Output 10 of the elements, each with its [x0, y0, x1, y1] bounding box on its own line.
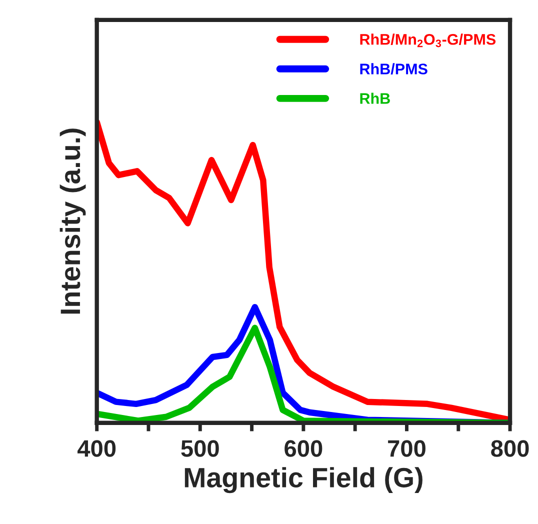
x-axis-title: Magnetic Field (G) — [184, 467, 422, 494]
x-tick-label: 500 — [181, 440, 219, 457]
y-axis-title: Intensity (a.u.) — [60, 128, 86, 314]
legend-label: RhB/Mn$_{2}$O$_{3}$-G/PMS — [360, 34, 496, 48]
legend-label: RhB/PMS — [360, 63, 428, 75]
x-tick-label: 400 — [78, 440, 116, 457]
legend-label: RhB — [360, 92, 390, 104]
x-tick-label: 800 — [491, 440, 529, 457]
x-tick-label: 700 — [388, 440, 426, 457]
x-tick-label: 600 — [284, 440, 322, 457]
